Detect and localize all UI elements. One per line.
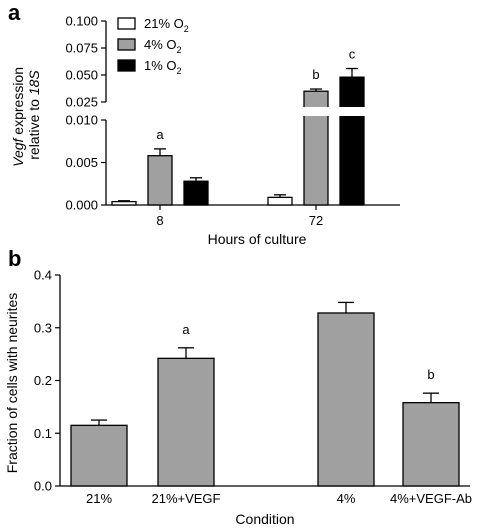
legend-label: 1% O2 [144, 58, 182, 76]
x-tick-label: 21%+VEGF [151, 491, 220, 506]
y-tick-label: 0.025 [65, 95, 98, 110]
y-tick-label: 0.2 [34, 373, 52, 388]
bar [402, 402, 460, 487]
ylabel-ref: 18S [26, 70, 42, 96]
significance-letter: c [349, 47, 356, 62]
y-tick-label: 0.1 [34, 426, 52, 441]
panel-a: a 0.025 0.050 0.075 0.100 0.000 0.005 0.010 8 72… [8, 0, 400, 247]
significance-letter: b [427, 367, 434, 382]
y-tick-label: 0.075 [65, 41, 98, 56]
legend-swatch [117, 59, 136, 72]
y-tick-label: 0.050 [65, 68, 98, 83]
x-tick-label: 8 [156, 213, 163, 228]
legend-label: 4% O2 [144, 37, 182, 55]
panel-a-xlabel: Hours of culture [208, 231, 307, 247]
legend-swatch [117, 17, 136, 30]
bar [157, 357, 215, 487]
y-tick-label: 0.000 [65, 198, 98, 213]
y-tick-label: 0.005 [65, 155, 98, 170]
panel-a-legend: 21% O2 4% O2 1% O2 [117, 16, 189, 76]
panel-b-axes: 0.0 0.1 0.2 0.3 0.4 21% 21%+VEGF 4% 4%+VEGF-Ab [34, 268, 472, 507]
y-tick-label: 0.0 [34, 479, 52, 494]
x-tick-label: 72 [309, 213, 323, 228]
bar [70, 424, 128, 487]
panel-a-axes: 0.025 0.050 0.075 0.100 0.000 0.005 0.010 8 72 [65, 14, 400, 228]
panel-b-xlabel: Condition [235, 511, 294, 527]
legend-label: 21% O2 [144, 16, 189, 34]
panel-b-bars: ab [70, 301, 460, 487]
panel-b: b 0.0 0.1 0.2 0.3 0.4 21% 21%+VEGF 4% 4%+VEGF-Ab… [4, 246, 472, 527]
ylabel-gene: Vegf [10, 136, 26, 166]
x-tick-label: 4%+VEGF-Ab [390, 491, 472, 506]
y-tick-label: 0.3 [34, 320, 52, 335]
ylabel-expression: expression [10, 67, 26, 139]
significance-letter: b [312, 67, 319, 82]
panel-b-label: b [8, 246, 21, 271]
ylabel-relative: relative to [26, 95, 42, 160]
y-tick-label: 0.010 [65, 113, 98, 128]
x-tick-label: 21% [86, 491, 112, 506]
y-tick-label: 0.4 [34, 268, 52, 283]
bar [111, 200, 137, 206]
bar [339, 76, 365, 206]
bar [183, 180, 209, 206]
axis-break-gap [103, 107, 400, 116]
x-tick-label: 4% [337, 491, 356, 506]
y-tick-label: 0.100 [65, 14, 98, 29]
panel-b-ylabel: Fraction of cells with neurites [4, 293, 20, 474]
panel-a-ylabel: Vegf expression relative to 18S [10, 63, 42, 167]
bar [267, 196, 293, 206]
panel-a-label: a [8, 0, 21, 25]
legend-swatch [117, 38, 136, 51]
panel-a-bars: a b c [103, 47, 400, 206]
bar [147, 155, 173, 206]
bar [317, 312, 375, 487]
significance-letter: a [156, 127, 164, 142]
significance-letter: a [182, 322, 190, 337]
